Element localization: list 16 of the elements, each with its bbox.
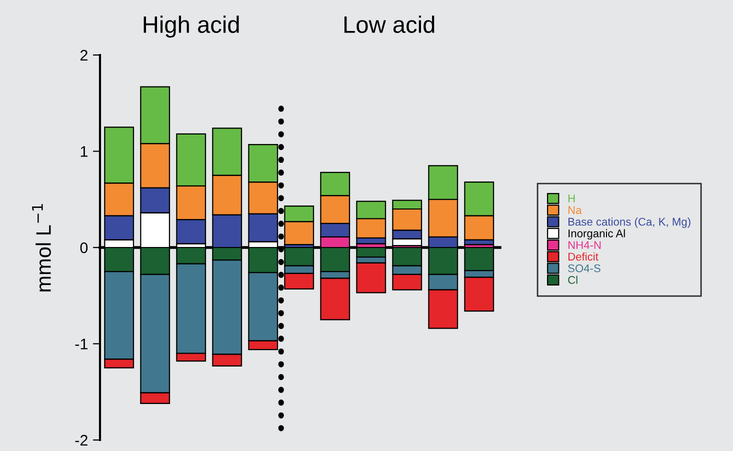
- text: Low acid: [344, 16, 434, 34]
- legend-label: H: [568, 194, 575, 202]
- legend-label: Deficit: [568, 252, 598, 261]
- legend-label: Inorganic Al: [568, 229, 625, 240]
- legend-label: Cl: [568, 276, 578, 284]
- y-tick-label: 0: [80, 242, 88, 254]
- y-tick-label: -2: [75, 434, 88, 446]
- legend-label: NH4-N: [568, 241, 601, 249]
- legend-label: SO4-S: [568, 264, 600, 272]
- y-axis-title: mmol L$^{−1}$: [32, 204, 51, 292]
- y-tick-label: 1: [80, 146, 88, 157]
- text: High acid: [144, 16, 239, 38]
- y-tick-label: 2: [80, 50, 88, 61]
- y-tick-label: -1: [75, 338, 88, 350]
- legend-label: Base cations (Ca, K, Mg): [568, 218, 690, 228]
- legend-label: Na: [568, 206, 582, 214]
